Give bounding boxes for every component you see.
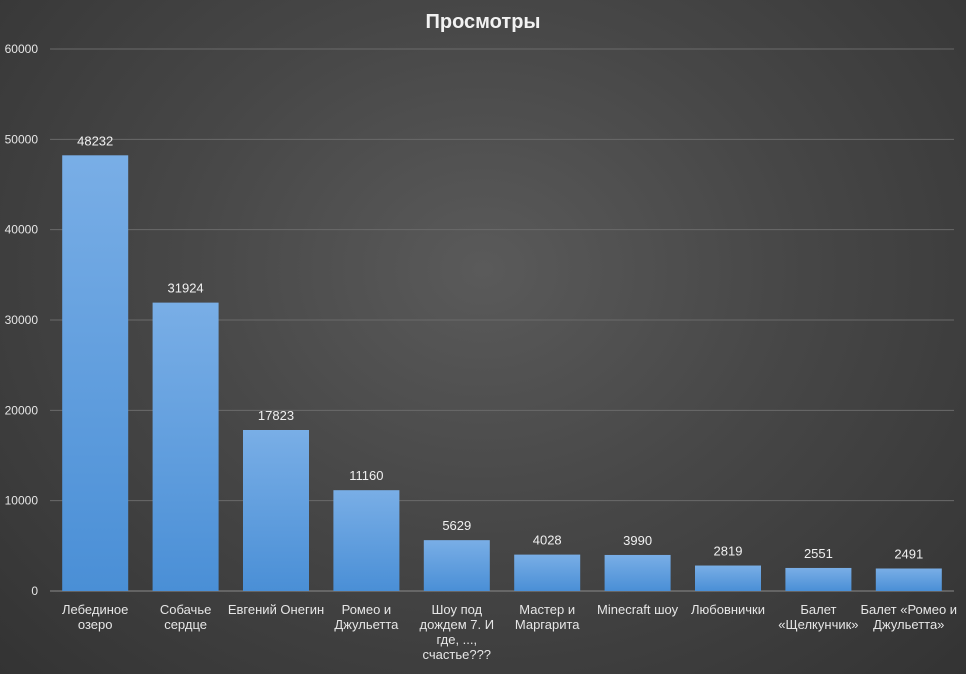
data-label: 4028 <box>533 533 562 548</box>
y-tick-label: 10000 <box>5 494 39 508</box>
y-tick-label: 0 <box>31 584 38 598</box>
data-label: 5629 <box>442 518 471 533</box>
x-tick-label: Балет «Щелкунчик» <box>778 602 858 632</box>
x-tick-label: Любовнички <box>691 602 765 617</box>
x-tick-label-line: счастье??? <box>423 647 492 662</box>
chart-title: Просмотры <box>425 11 540 33</box>
x-tick-label-line: Minecraft шоу <box>597 602 679 617</box>
data-label: 48232 <box>77 133 113 148</box>
data-label: 2491 <box>894 546 923 561</box>
data-label: 2819 <box>714 544 743 559</box>
x-tick-label: Лебединое озеро <box>62 602 128 632</box>
x-tick-label-line: Любовнички <box>691 602 765 617</box>
bar <box>785 567 852 591</box>
x-tick-label-line: где, ..., <box>436 632 477 647</box>
x-tick-label: Евгений Онегин <box>228 602 324 617</box>
x-tick-label-line: озеро <box>78 617 113 632</box>
x-tick-label-line: Лебединое <box>62 602 128 617</box>
bar <box>243 429 309 591</box>
x-tick-label: Балет «Ромео и Джульетта» <box>861 602 958 632</box>
x-tick-label-line: «Щелкунчик» <box>778 617 858 632</box>
bar <box>875 568 942 591</box>
y-tick-label: 30000 <box>5 313 39 327</box>
x-tick-label-line: Джульетта» <box>873 617 944 632</box>
bar <box>514 554 581 591</box>
x-tick-label-line: Балет <box>800 602 836 617</box>
bar <box>333 490 400 591</box>
data-label: 2551 <box>804 546 833 561</box>
data-label: 3990 <box>623 533 652 548</box>
x-tick-label: Мастер и Маргарита <box>515 602 580 632</box>
x-tick-label-line: Собачье <box>160 602 212 617</box>
x-tick-label-line: Джульетта <box>334 617 399 632</box>
y-tick-label: 40000 <box>5 223 39 237</box>
data-label: 31924 <box>168 281 204 296</box>
bar <box>152 302 219 591</box>
y-tick-label: 60000 <box>5 42 39 56</box>
data-label: 11160 <box>349 468 383 483</box>
x-tick-label-line: Шоу под <box>431 602 482 617</box>
x-tick-label: Собачье сердце <box>160 602 212 632</box>
y-tick-label: 50000 <box>5 132 39 146</box>
x-tick-label-line: Ромео и <box>342 602 392 617</box>
data-label: 17823 <box>258 408 294 423</box>
x-tick-label-line: Мастер и <box>519 602 575 617</box>
x-tick-label-line: Маргарита <box>515 617 580 632</box>
x-tick-label: Minecraft шоу <box>597 602 679 617</box>
bar <box>423 540 490 591</box>
x-tick-label-line: сердце <box>164 617 207 632</box>
x-tick-label: Ромео и Джульетта <box>334 602 399 632</box>
x-tick-label-line: дождем 7. И <box>420 617 495 632</box>
bar <box>695 565 761 591</box>
bar <box>62 155 129 591</box>
bar <box>604 554 671 591</box>
x-tick-label-line: Балет «Ромео и <box>861 602 958 617</box>
y-tick-label: 20000 <box>5 403 39 417</box>
x-tick-label-line: Евгений Онегин <box>228 602 324 617</box>
